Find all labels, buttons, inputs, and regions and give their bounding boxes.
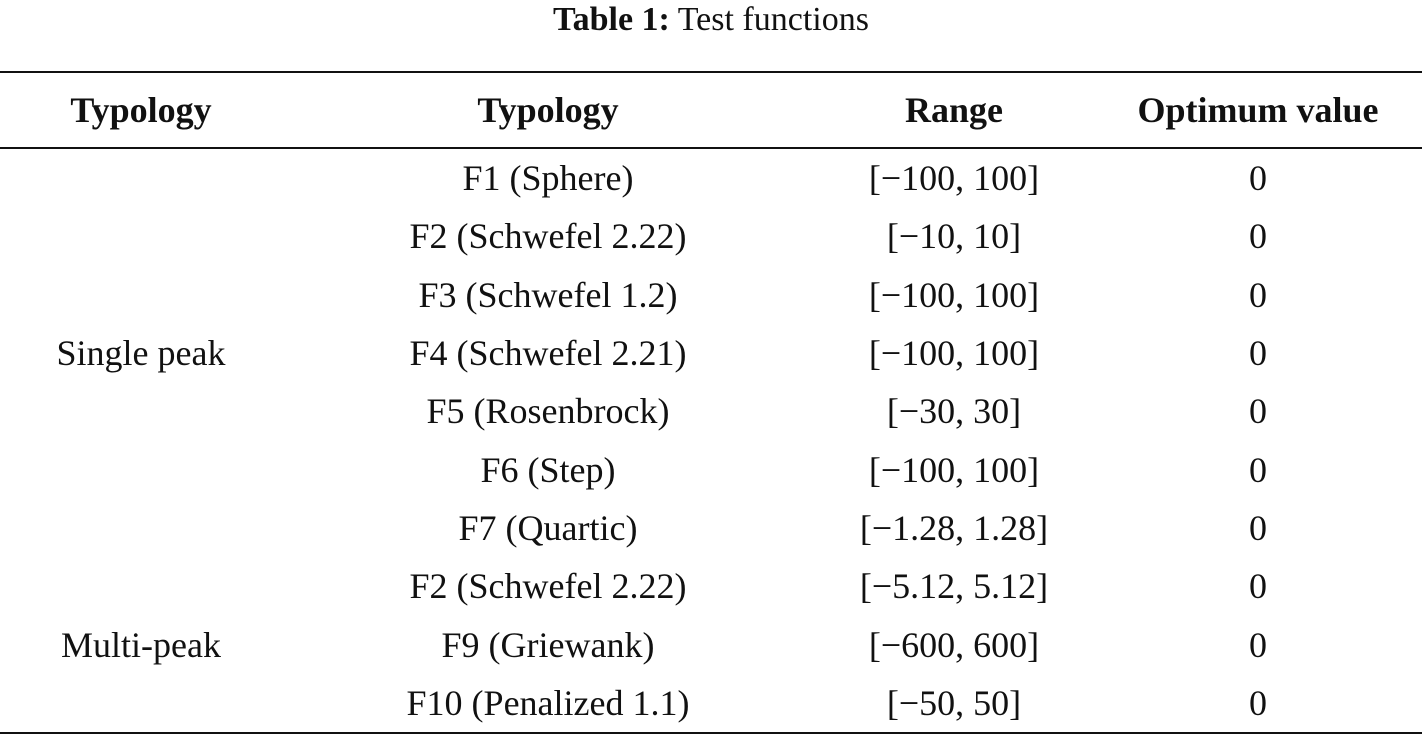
header-optimum: Optimum value: [1137, 90, 1379, 130]
function-cell: F4 (Schwefel 2.21): [409, 333, 687, 374]
header-row: Typology Typology Range Optimum value: [0, 72, 1422, 148]
caption-label: Table 1:: [553, 1, 670, 38]
optimum-cell: 0: [1249, 391, 1267, 432]
range-cell: [−100, 100]: [868, 333, 1040, 374]
function-cell: F2 (Schwefel 2.22): [409, 216, 687, 257]
table-row: F4 (Schwefel 2.21) [−100, 100] 0: [0, 324, 1422, 382]
table-row: F5 (Rosenbrock) [−30, 30] 0: [0, 382, 1422, 440]
range-cell: [−30, 30]: [886, 391, 1022, 432]
table-row: Multi-peak F2 (Schwefel 2.22) [−5.12, 5.12…: [0, 557, 1422, 664]
optimum-cell: 0: [1249, 158, 1267, 199]
table-row: F2 (Schwefel 2.22) [−10, 10] 0: [0, 207, 1422, 265]
table-caption: Table 1: Test functions: [0, 0, 1422, 40]
range-cell: [−10, 10]: [886, 216, 1022, 257]
caption-text: Test functions: [669, 1, 869, 38]
optimum-cell: 0: [1249, 624, 1267, 665]
range-cell: [−5.12, 5.12]: [859, 566, 1049, 607]
table-row: F3 (Schwefel 1.2) [−100, 100] 0: [0, 266, 1422, 324]
optimum-cell: 0: [1249, 333, 1267, 374]
function-cell: F5 (Rosenbrock): [426, 391, 670, 432]
table-row: Single peak F1 (Sphere) [−100, 100] 0: [0, 148, 1422, 373]
table-body: Single peak F1 (Sphere) [−100, 100] 0 F2 (Sc…: [0, 148, 1422, 733]
function-cell: F2 (Schwefel 2.22): [409, 566, 687, 607]
table-row: F9 (Griewank) [−600, 600] 0: [0, 615, 1422, 673]
function-cell: F7 (Quartic): [458, 507, 638, 548]
optimum-cell: 0: [1249, 682, 1267, 723]
function-cell: F1 (Sphere): [462, 158, 634, 199]
table-row: F7 (Quartic) [−1.28, 1.28] 0: [0, 499, 1422, 557]
range-cell: [−100, 100]: [868, 449, 1040, 490]
typology-cell: Single peak: [56, 333, 226, 374]
function-cell: F3 (Schwefel 1.2): [418, 274, 678, 315]
test-functions-table: Typology Typology Range Optimum value Si…: [0, 71, 1422, 734]
function-cell: F9 (Griewank): [441, 624, 655, 665]
optimum-cell: 0: [1249, 449, 1267, 490]
range-cell: [−100, 100]: [868, 274, 1040, 315]
function-cell: F10 (Penalized 1.1): [406, 682, 690, 723]
header-range: Range: [905, 90, 1003, 130]
optimum-cell: 0: [1249, 216, 1267, 257]
optimum-cell: 0: [1249, 566, 1267, 607]
function-cell: F6 (Step): [480, 449, 616, 490]
optimum-cell: 0: [1249, 507, 1267, 548]
range-cell: [−1.28, 1.28]: [859, 507, 1049, 548]
header-typology: Typology: [70, 90, 212, 130]
optimum-cell: 0: [1249, 274, 1267, 315]
range-cell: [−600, 600]: [868, 624, 1040, 665]
range-cell: [−50, 50]: [886, 682, 1022, 723]
header-function: Typology: [477, 90, 619, 130]
table-row: F10 (Penalized 1.1) [−50, 50] 0: [0, 674, 1422, 733]
range-cell: [−100, 100]: [868, 158, 1040, 199]
table-row: F6 (Step) [−100, 100] 0: [0, 440, 1422, 498]
typology-cell: Multi-peak: [61, 624, 221, 665]
